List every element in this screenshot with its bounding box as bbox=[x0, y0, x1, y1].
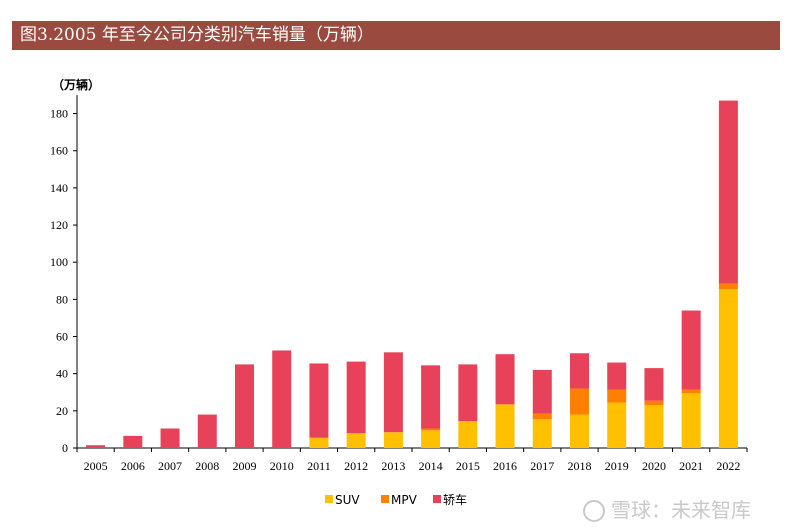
bar-SUV-2015 bbox=[458, 421, 478, 448]
y-tick-label: 0 bbox=[62, 441, 68, 455]
y-tick-label: 180 bbox=[50, 107, 68, 121]
bar-轿车-2011 bbox=[309, 363, 329, 438]
bar-SUV-2011 bbox=[309, 437, 329, 448]
x-tick-label: 2005 bbox=[84, 459, 108, 473]
bar-轿车-2014 bbox=[421, 365, 441, 429]
x-tick-label: 2015 bbox=[456, 459, 480, 473]
watermark: 雪球：未来智库 bbox=[583, 494, 751, 523]
bar-MPV-2020 bbox=[644, 400, 664, 406]
bar-轿车-2009 bbox=[235, 364, 254, 448]
y-tick-label: 80 bbox=[56, 292, 68, 306]
bar-SUV-2021 bbox=[681, 393, 701, 448]
y-tick-label: 60 bbox=[56, 330, 68, 344]
legend-swatch-SUV bbox=[325, 495, 333, 503]
bar-MPV-2017 bbox=[532, 413, 552, 420]
bar-MPV-2021 bbox=[681, 389, 701, 394]
x-tick-label: 2013 bbox=[381, 459, 405, 473]
bar-轿车-2022 bbox=[718, 100, 738, 284]
x-tick-label: 2014 bbox=[419, 459, 443, 473]
bar-MPV-2018 bbox=[570, 388, 589, 415]
bar-轿车-2005 bbox=[86, 445, 106, 448]
legend-swatch-轿车 bbox=[433, 495, 441, 503]
bar-轿车-2007 bbox=[160, 428, 180, 448]
chart-title: 图3.2005 年至今公司分类别汽车销量（万辆） bbox=[20, 25, 374, 45]
y-tick-label: 40 bbox=[56, 367, 68, 381]
bar-SUV-2019 bbox=[607, 402, 627, 448]
bar-SUV-2020 bbox=[644, 405, 664, 448]
x-tick-label: 2007 bbox=[158, 459, 182, 473]
bar-轿车-2015 bbox=[458, 364, 478, 422]
title-bar: 图3.2005 年至今公司分类别汽车销量（万辆） bbox=[12, 21, 780, 50]
watermark-text: 雪球：未来智库 bbox=[611, 498, 751, 522]
y-unit-label: （万辆） bbox=[52, 77, 100, 92]
bar-轿车-2020 bbox=[644, 368, 664, 401]
bar-轿车-2008 bbox=[197, 414, 217, 448]
bar-轿车-2016 bbox=[495, 354, 515, 405]
bar-MPV-2019 bbox=[607, 389, 627, 403]
x-tick-label: 2020 bbox=[642, 459, 666, 473]
bar-轿车-2019 bbox=[607, 362, 627, 390]
legend-label-MPV: MPV bbox=[391, 493, 418, 507]
bar-轿车-2012 bbox=[346, 361, 366, 434]
bar-SUV-2012 bbox=[346, 433, 366, 448]
bar-轿车-2010 bbox=[272, 350, 292, 448]
x-tick-label: 2021 bbox=[679, 459, 703, 473]
x-tick-label: 2008 bbox=[195, 459, 219, 473]
x-tick-label: 2010 bbox=[270, 459, 294, 473]
x-tick-label: 2009 bbox=[233, 459, 257, 473]
x-tick-label: 2018 bbox=[568, 459, 592, 473]
x-tick-label: 2019 bbox=[605, 459, 629, 473]
bar-轿车-2013 bbox=[383, 352, 403, 433]
snowball-logo-icon bbox=[583, 500, 605, 522]
bar-MPV-2022 bbox=[718, 283, 738, 290]
x-tick-label: 2012 bbox=[344, 459, 368, 473]
bar-SUV-2013 bbox=[383, 432, 403, 448]
legend-label-SUV: SUV bbox=[335, 493, 360, 507]
bar-SUV-2022 bbox=[718, 289, 738, 448]
y-tick-label: 120 bbox=[50, 218, 68, 232]
bar-轿车-2006 bbox=[123, 435, 143, 448]
y-tick-label: 140 bbox=[50, 181, 68, 195]
bar-SUV-2014 bbox=[421, 430, 441, 448]
x-tick-label: 2016 bbox=[493, 459, 517, 473]
x-tick-label: 2022 bbox=[716, 459, 740, 473]
legend-swatch-MPV bbox=[381, 495, 389, 503]
x-tick-label: 2017 bbox=[530, 459, 554, 473]
legend-label-轿车: 轿车 bbox=[443, 492, 467, 507]
bar-SUV-2016 bbox=[495, 404, 515, 448]
x-tick-label: 2011 bbox=[307, 459, 331, 473]
bar-SUV-2017 bbox=[532, 419, 552, 448]
bar-轿车-2017 bbox=[532, 369, 552, 414]
y-tick-label: 20 bbox=[56, 404, 68, 418]
y-tick-label: 100 bbox=[50, 255, 68, 269]
bar-轿车-2021 bbox=[681, 310, 701, 390]
y-tick-label: 160 bbox=[50, 144, 68, 158]
bar-MPV-2014 bbox=[421, 428, 441, 431]
bar-SUV-2018 bbox=[570, 414, 589, 448]
x-tick-label: 2006 bbox=[121, 459, 145, 473]
plot-area: 0 20 40 60 80 100 120 140 160 180 （万辆） 2005 2006 2007… bbox=[50, 77, 748, 507]
bar-轿车-2018 bbox=[570, 353, 589, 389]
